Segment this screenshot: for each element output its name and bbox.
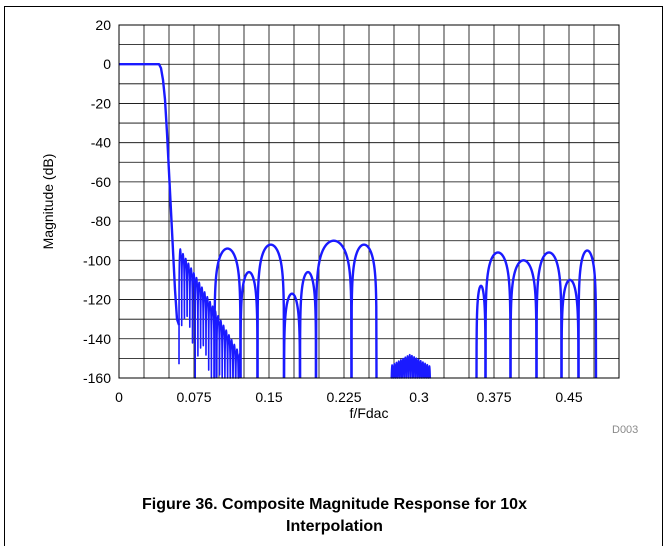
stopband-lobe — [484, 251, 512, 379]
x-axis-label: f/Fdac — [350, 405, 389, 421]
x-tick-label: 0.075 — [176, 389, 211, 405]
stopband-lobe — [560, 278, 580, 379]
stopband-lobe — [577, 249, 598, 379]
figure-frame — [4, 6, 663, 546]
figure-caption: Figure 36. Composite Magnitude Response … — [0, 494, 669, 538]
y-axis-label: Magnitude (dB) — [40, 154, 56, 250]
x-tick-label: 0.3 — [409, 389, 429, 405]
y-tick-label: -120 — [83, 292, 111, 308]
stopband-lobe — [256, 243, 286, 379]
caption-line-1: Figure 36. Composite Magnitude Response … — [142, 496, 527, 513]
stopband-lobe — [298, 270, 318, 379]
y-tick-label: -80 — [91, 213, 111, 229]
y-tick-label: -100 — [83, 252, 111, 268]
y-tick-label: -140 — [83, 331, 111, 347]
y-tick-label: 0 — [103, 56, 111, 72]
y-tick-labels: 20 0 -20 -40 -60 -80 -100 -120 -140 -160 — [83, 17, 111, 386]
caption-line-2: Interpolation — [286, 518, 383, 535]
x-tick-label: 0.15 — [255, 389, 282, 405]
stopband-lobe — [314, 239, 353, 379]
y-tick-label: 20 — [95, 17, 111, 33]
y-tick-label: -40 — [91, 135, 111, 151]
response-curve — [119, 63, 598, 379]
x-tick-label: 0.375 — [476, 389, 511, 405]
figure-id: D003 — [612, 424, 639, 436]
stopband-lobe — [282, 292, 302, 379]
x-tick-label: 0.45 — [555, 389, 582, 405]
magnitude-response-chart: 20 0 -20 -40 -60 -80 -100 -120 -140 -160 0 0.075 0.… — [40, 17, 620, 421]
x-tick-labels: 0 0.075 0.15 0.225 0.3 0.375 0.45 — [115, 389, 583, 405]
stopband-lobe — [350, 243, 378, 379]
y-tick-label: -160 — [83, 370, 111, 386]
x-tick-label: 0.225 — [326, 389, 361, 405]
stopband-lobe — [213, 247, 242, 379]
stopband-lobe — [535, 251, 563, 379]
stopband-lobe — [475, 284, 487, 379]
y-tick-label: -60 — [91, 174, 111, 190]
stopband-lobe — [509, 259, 538, 379]
passband-line — [119, 63, 181, 326]
stopband-lobe — [239, 270, 259, 379]
y-tick-label: -20 — [91, 95, 111, 111]
plot-area-border — [118, 24, 620, 379]
stopband-ripple — [178, 248, 241, 379]
x-tick-label: 0 — [115, 389, 123, 405]
chart-grid — [119, 25, 619, 378]
